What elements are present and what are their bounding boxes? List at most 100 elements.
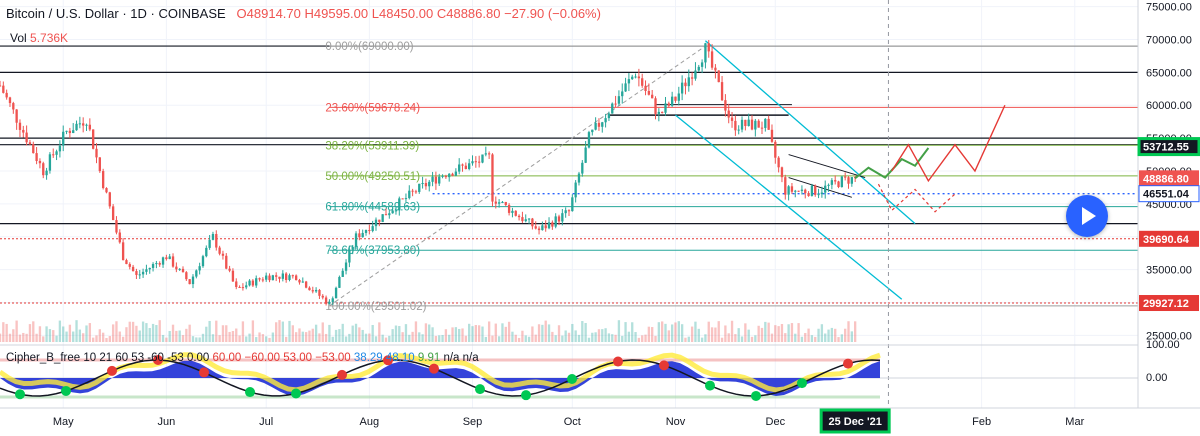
volume-bar bbox=[507, 321, 511, 342]
candle-body bbox=[441, 175, 444, 177]
candle-body bbox=[8, 97, 12, 104]
candle-body bbox=[657, 111, 661, 114]
price-tag bbox=[1139, 230, 1199, 247]
candle-body bbox=[28, 142, 32, 145]
volume-bar bbox=[724, 325, 727, 342]
candle-body bbox=[314, 289, 318, 292]
candle-body bbox=[804, 189, 807, 194]
volume-bar bbox=[428, 324, 431, 342]
indicator-v3: −60.00 bbox=[244, 352, 281, 364]
volume-bar bbox=[611, 334, 614, 342]
candle-body bbox=[131, 266, 135, 272]
candle-body bbox=[564, 210, 567, 214]
volume-bar bbox=[621, 335, 624, 342]
indicator-dot bbox=[153, 355, 163, 366]
volume-bar bbox=[398, 326, 401, 342]
volume-bar bbox=[574, 330, 577, 342]
candle-body bbox=[168, 256, 171, 260]
candle-body bbox=[587, 132, 591, 148]
volume-bar bbox=[111, 324, 115, 342]
candle-body bbox=[700, 62, 704, 67]
volume-bar bbox=[261, 334, 265, 342]
time-axis[interactable]: May Jun Jul Aug Sep Oct Nov Dec Feb Mar 25 Dec '21 bbox=[0, 407, 1200, 434]
price-axis-bg bbox=[1138, 0, 1200, 408]
volume-bar bbox=[700, 337, 704, 342]
volume-bar bbox=[271, 332, 275, 342]
candle-body bbox=[48, 154, 52, 171]
candle-body bbox=[2, 85, 5, 93]
volume-bar bbox=[441, 335, 444, 342]
volume-bar bbox=[814, 336, 817, 342]
volume-bar bbox=[471, 326, 474, 342]
candle-body bbox=[544, 225, 547, 229]
candle-body bbox=[714, 67, 717, 71]
volume-bar bbox=[853, 321, 857, 342]
candle-body bbox=[774, 141, 777, 158]
volume-bar bbox=[847, 321, 850, 342]
candle-body bbox=[720, 82, 724, 101]
volume-bar bbox=[458, 328, 461, 342]
volume-bar bbox=[185, 328, 188, 342]
volume-bar bbox=[494, 323, 497, 342]
volume-bar bbox=[105, 337, 108, 342]
candle-body bbox=[258, 278, 261, 280]
indicator-dot bbox=[245, 387, 255, 398]
volume-bar bbox=[820, 324, 824, 342]
volume-bar bbox=[810, 335, 814, 342]
volume-bar bbox=[757, 325, 760, 342]
candle-body bbox=[155, 263, 158, 265]
candle-body bbox=[284, 273, 288, 280]
volume-bar bbox=[617, 320, 621, 342]
interval[interactable]: 1D bbox=[130, 6, 147, 21]
indicator-name: Cipher_B_free 10 21 60 53 -60 -53 bbox=[6, 352, 184, 364]
candle-body bbox=[641, 78, 644, 86]
candle-body bbox=[78, 123, 82, 125]
candle-body bbox=[647, 91, 651, 95]
volume-bar bbox=[178, 330, 181, 342]
volume-bar bbox=[740, 336, 744, 342]
volume-bar bbox=[331, 336, 334, 342]
volume-bar bbox=[714, 327, 717, 342]
volume-bar bbox=[391, 329, 394, 342]
candle-body bbox=[448, 173, 451, 178]
volume-bar bbox=[388, 335, 391, 342]
indicator-legend[interactable]: Cipher_B_free 10 21 60 53 -60 -53 0.00 6… bbox=[6, 352, 479, 364]
price-tick-label: 75000.00 bbox=[1146, 2, 1192, 14]
volume-bar bbox=[28, 324, 32, 342]
candle-body bbox=[334, 287, 338, 299]
volume-bar bbox=[298, 328, 301, 342]
candle-body bbox=[554, 216, 557, 227]
candle-body bbox=[5, 92, 8, 98]
candle-body bbox=[840, 176, 844, 187]
price-tick-label: 25000.00 bbox=[1146, 330, 1192, 342]
play-icon[interactable] bbox=[1066, 195, 1108, 237]
fib-label: 38.20%(53911.39) bbox=[325, 140, 419, 152]
candle-body bbox=[617, 96, 621, 104]
candle-body bbox=[734, 120, 737, 131]
candle-body bbox=[827, 184, 830, 186]
candle-body bbox=[414, 191, 418, 193]
symbol-name[interactable]: Bitcoin / U.S. Dollar bbox=[6, 6, 119, 21]
volume-bar bbox=[710, 327, 714, 342]
fib-label: 23.60%(59678.24) bbox=[325, 102, 420, 114]
candle-body bbox=[557, 216, 561, 222]
volume-bar bbox=[601, 329, 604, 342]
price-tag-label: 29927.12 bbox=[1143, 298, 1189, 310]
volume-bar bbox=[341, 323, 344, 342]
volume-bar bbox=[18, 334, 22, 342]
volume-bar bbox=[381, 334, 384, 342]
volume-bar bbox=[637, 337, 641, 342]
candle-body bbox=[474, 161, 477, 163]
volume-bar bbox=[371, 324, 374, 342]
price-tag bbox=[1137, 137, 1200, 157]
candle-body bbox=[800, 189, 804, 191]
candle-body bbox=[371, 226, 374, 231]
candle-body bbox=[58, 145, 62, 152]
price-axis[interactable]: 75000.0070000.0065000.0060000.0055000.00… bbox=[1137, 0, 1200, 408]
volume-bar bbox=[191, 336, 195, 342]
volume-bar bbox=[730, 320, 734, 342]
candle-body bbox=[408, 190, 411, 199]
volume-bar bbox=[22, 332, 25, 342]
candle-body bbox=[268, 275, 271, 281]
